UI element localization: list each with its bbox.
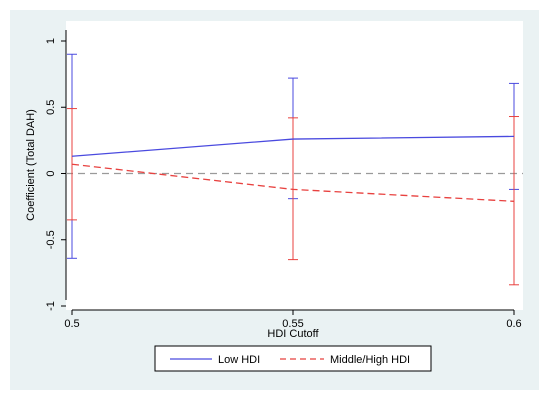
legend: Low HDI Middle/High HDI [154, 345, 432, 372]
x-ticks: 0.5 0.55 0.6 [64, 310, 522, 330]
series-lines [71, 135, 515, 202]
plot-area [66, 21, 523, 310]
x-axis-title: HDI Cutoff [267, 328, 319, 340]
x-tick-label: 0.5 [64, 318, 79, 330]
x-tick-label: 0.6 [506, 318, 521, 330]
y-tick-label: 0.5 [45, 100, 57, 115]
series-line-middle-high-hdi [71, 163, 515, 202]
x-tick-label: 0.55 [282, 318, 303, 330]
chart-background: -1 -0.5 0 0.5 1 0.5 0.55 0.6 Coefficient (Tota… [10, 10, 539, 390]
y-tick-label: 1 [45, 38, 57, 44]
legend-label-middle-high-hdi: Middle/High HDI [330, 354, 410, 366]
y-axis-title: Coefficient (Total DAH) [25, 109, 37, 221]
error-bar-middle-high-hdi [288, 117, 298, 261]
chart-svg: -1 -0.5 0 0.5 1 0.5 0.55 0.6 Coefficient (Tota… [25, 21, 523, 372]
error-bar-middle-high-hdi [509, 116, 519, 286]
y-ticks: -1 -0.5 0 0.5 1 [45, 38, 66, 311]
series-line-low-hdi [71, 135, 515, 157]
y-tick-label: -1 [45, 301, 57, 311]
y-tick-label: 0 [45, 170, 57, 176]
y-tick-label: -0.5 [45, 230, 57, 249]
legend-label-low-hdi: Low HDI [218, 354, 260, 366]
